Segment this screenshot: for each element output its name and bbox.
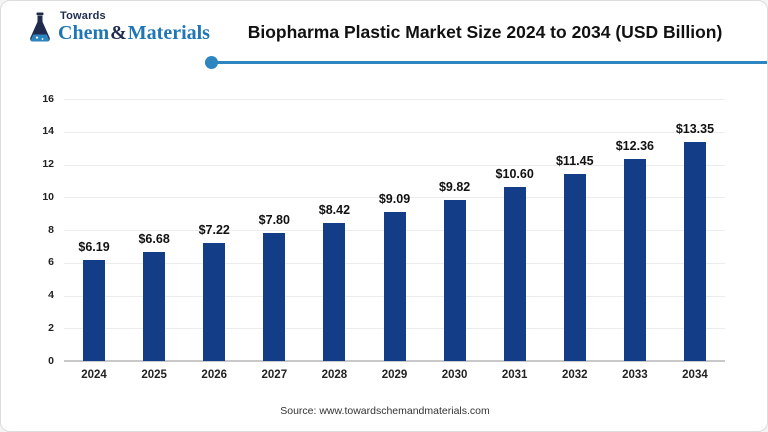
- y-axis-tick-label: 0: [48, 354, 54, 367]
- x-axis-tick-label: 2024: [81, 369, 107, 381]
- y-axis-tick-label: 6: [48, 256, 54, 269]
- bar-2025: [143, 251, 166, 361]
- chart-title: Biopharma Plastic Market Size 2024 to 20…: [247, 22, 723, 42]
- x-axis-tick-label: 2025: [141, 369, 167, 381]
- logo: Towards Chem&Materials: [27, 10, 210, 44]
- bar-value-label: $12.36: [615, 138, 654, 153]
- bar-2033: [623, 158, 646, 361]
- bar-value-label: $10.60: [495, 167, 534, 182]
- bar-2024: [83, 259, 106, 361]
- bar-2031: [503, 187, 526, 361]
- logo-ampersand: &: [110, 21, 127, 44]
- title-divider-line: [205, 56, 767, 69]
- bar-2029: [383, 212, 406, 361]
- bar-2028: [323, 223, 346, 361]
- bar-2026: [203, 242, 226, 361]
- y-axis-tick-label: 2: [48, 321, 54, 334]
- y-axis-tick-label: 16: [42, 92, 54, 105]
- gridline: [64, 131, 725, 133]
- x-axis-tick-label: 2028: [321, 369, 348, 381]
- bar-value-label: $9.82: [438, 180, 471, 195]
- bar-2027: [263, 233, 286, 361]
- bar-value-label: $6.68: [138, 231, 170, 246]
- divider-dot-icon: [205, 56, 218, 69]
- logo-materials-label: Materials: [127, 21, 210, 44]
- logo-chem-label: Chem: [58, 21, 110, 44]
- y-axis-tick-label: 14: [42, 125, 54, 138]
- y-axis-tick-label: 8: [48, 223, 54, 236]
- y-axis-tick-label: 10: [42, 190, 54, 203]
- x-axis-tick-label: 2032: [561, 369, 588, 381]
- x-axis-tick-label: 2031: [501, 369, 528, 381]
- bar-2032: [563, 173, 586, 361]
- gridline: [64, 164, 725, 166]
- x-axis-tick-label: 2033: [622, 369, 648, 381]
- bar-value-label: $9.09: [378, 192, 411, 207]
- source-text: Source: www.towardschemandmaterials.com: [280, 405, 490, 417]
- x-axis-tick-label: 2034: [682, 369, 708, 381]
- bar-value-label: $13.35: [675, 122, 715, 137]
- flask-icon: [30, 12, 50, 42]
- logo-towards-label: Towards: [60, 10, 106, 22]
- bar-value-label: $6.19: [78, 239, 110, 254]
- bar-value-label: $8.42: [318, 203, 351, 218]
- bar-value-label: $11.45: [555, 153, 594, 168]
- bar-value-label: $7.22: [198, 222, 230, 237]
- x-axis-line: [64, 360, 725, 362]
- gridline: [64, 99, 725, 100]
- bar-chart: 0 2 4 6 8 10 12 14 16 $6.19 2024 $6.68 2025 $7.22 2026…: [1, 87, 767, 393]
- bar-2030: [443, 200, 466, 361]
- x-axis-tick-label: 2030: [441, 369, 468, 381]
- y-axis-tick-label: 4: [48, 289, 54, 301]
- y-axis-tick-label: 12: [42, 158, 54, 170]
- logo-wordmark: Chem&Materials: [58, 21, 210, 44]
- x-axis-tick-label: 2029: [381, 369, 408, 381]
- logo-text: Towards Chem&Materials: [58, 10, 210, 44]
- bar-value-label: $7.80: [258, 213, 290, 228]
- x-axis-tick-label: 2027: [261, 369, 288, 381]
- bar-2034: [683, 142, 706, 361]
- gridline: [64, 197, 725, 199]
- x-axis-tick-label: 2026: [201, 369, 228, 381]
